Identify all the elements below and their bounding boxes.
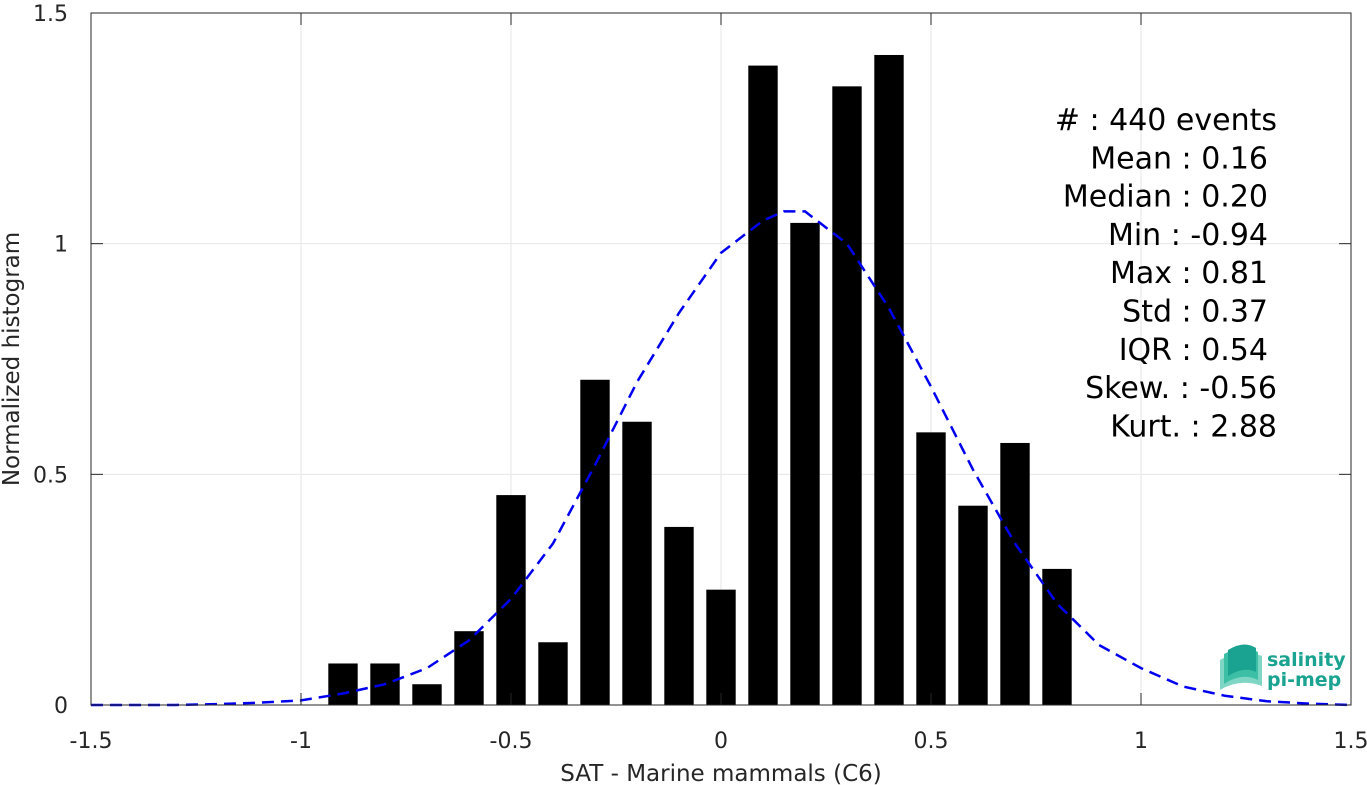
tick-labels: -1.5 -1 -0.5 0 0.5 1 1.5 0 0.5 1 1.5 [33,2,1367,754]
wave-logo-icon [1220,644,1262,690]
stats-line: Skew. : -0.56 [1085,371,1277,406]
y-tick-label: 1.5 [33,2,68,27]
histogram-bar [790,222,820,705]
x-tick-label: -1 [290,729,312,754]
histogram-bar [328,663,358,705]
stats-line: IQR : 0.54 [1119,333,1268,368]
stats-line: Median : 0.20 [1063,180,1268,215]
histogram-bar [412,684,442,705]
histogram-bar [622,421,652,705]
fit-curve-layer [91,210,1352,707]
bars [328,54,1072,706]
logo-line1: salinity [1267,649,1346,671]
histogram-bar [496,495,526,705]
stats-line: # : 440 events [1055,103,1277,138]
stats-line: Std : 0.37 [1122,295,1268,330]
histogram-bar [1000,442,1030,705]
histogram-bar [958,505,988,705]
histogram-bar [916,432,946,705]
salinity-pi-mep-logo: salinity pi-mep [1220,644,1346,691]
x-tick-label: -0.5 [490,729,533,754]
gaussian-fit-curve [91,210,1352,707]
histogram-bar [538,642,568,705]
stats-line: Min : -0.94 [1108,218,1268,253]
histogram-bar [580,379,610,705]
x-tick-label: 1 [1134,729,1148,754]
y-tick-label: 0.5 [33,463,68,488]
x-tick-label: 0.5 [914,729,949,754]
y-axis-label: Normalized histogram [0,232,25,486]
logo-line2: pi-mep [1267,669,1341,691]
histogram-bar [832,86,862,706]
y-tick-label: 0 [54,694,68,719]
histogram-bar [664,526,694,705]
histogram-bar [1042,568,1072,705]
axes-frame [90,12,1352,706]
stats-line: Kurt. : 2.88 [1110,409,1277,444]
x-tick-label: 0 [714,729,728,754]
stats-line: Max : 0.81 [1110,256,1268,291]
x-tick-label: 1.5 [1334,729,1367,754]
histogram-bar [748,65,778,706]
histogram-bar [706,589,736,705]
histogram-bar [454,631,484,705]
y-tick-label: 1 [54,233,68,258]
x-axis-label: SAT - Marine mammals (C6) [560,761,882,785]
histogram-bar [874,54,904,706]
x-tick-label: -1.5 [70,729,113,754]
stats-line: Mean : 0.16 [1090,141,1268,176]
